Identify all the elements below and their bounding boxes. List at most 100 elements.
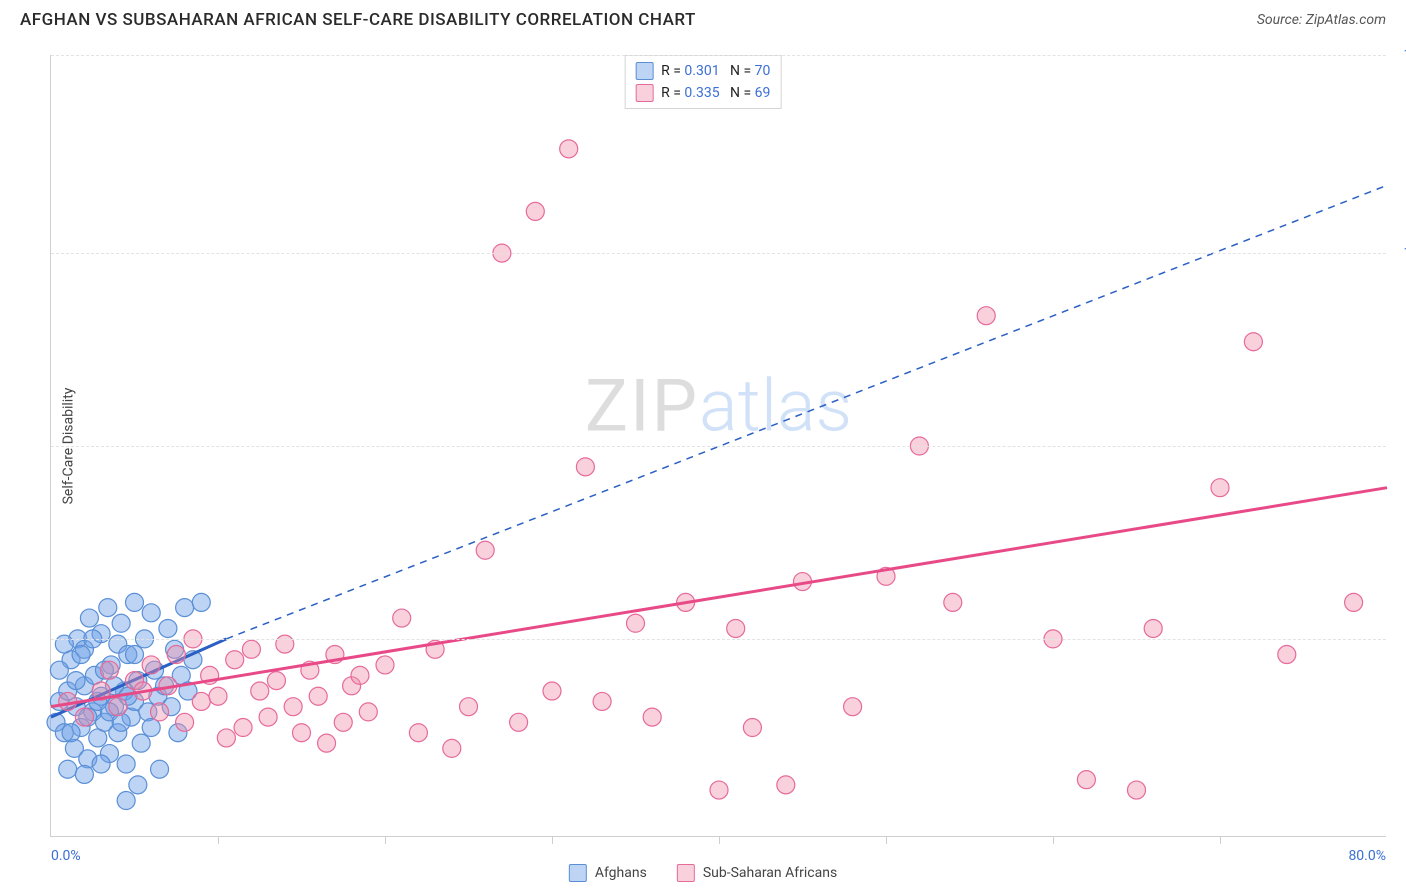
data-point (359, 703, 377, 721)
legend-label: Afghans (595, 865, 647, 881)
data-point (376, 656, 394, 674)
data-point (777, 776, 795, 794)
data-point (59, 760, 77, 778)
data-point (727, 619, 745, 637)
data-point (217, 729, 235, 747)
data-point (576, 458, 594, 476)
data-point (234, 719, 252, 737)
x-tick (218, 836, 219, 844)
data-point (1345, 593, 1363, 611)
data-point (1211, 479, 1229, 497)
data-point (142, 656, 160, 674)
data-point (944, 593, 962, 611)
legend-swatch (569, 864, 587, 882)
data-point (159, 619, 177, 637)
correlation-legend: R = 0.301 N = 70 R = 0.335 N = 69 (624, 55, 781, 109)
data-point (743, 719, 761, 737)
data-point (443, 739, 461, 757)
data-point (1278, 646, 1296, 664)
legend-item: Sub-Saharan Africans (677, 864, 837, 882)
legend-swatch (635, 84, 653, 102)
data-point (1244, 333, 1262, 351)
data-point (526, 202, 544, 220)
data-point (251, 682, 269, 700)
data-point (109, 698, 127, 716)
data-point (643, 708, 661, 726)
data-point (276, 635, 294, 653)
data-point (151, 703, 169, 721)
data-point (460, 698, 478, 716)
data-point (50, 661, 68, 679)
legend-stats: R = 0.301 N = 70 (661, 63, 770, 79)
data-point (267, 672, 285, 690)
data-point (75, 765, 93, 783)
gridline (51, 639, 1386, 640)
data-point (151, 760, 169, 778)
legend-row: R = 0.335 N = 69 (635, 82, 770, 104)
data-point (476, 541, 494, 559)
data-point (334, 713, 352, 731)
data-point (100, 661, 118, 679)
data-point (142, 604, 160, 622)
gridline (51, 253, 1386, 254)
data-point (844, 698, 862, 716)
data-point (977, 307, 995, 325)
data-point (560, 140, 578, 158)
legend-swatch (635, 62, 653, 80)
trend-line (51, 488, 1387, 707)
data-point (92, 755, 110, 773)
chart-plot-area: ZIPatlas R = 0.301 N = 70R = 0.335 N = 6… (50, 55, 1386, 837)
data-point (284, 698, 302, 716)
data-point (176, 599, 194, 617)
x-axis-min: 0.0% (51, 848, 81, 864)
data-point (309, 687, 327, 705)
series-legend: Afghans Sub-Saharan Africans (569, 864, 837, 882)
data-point (710, 781, 728, 799)
data-point (1077, 771, 1095, 789)
x-tick (385, 836, 386, 844)
gridline (51, 55, 1386, 56)
data-point (80, 609, 98, 627)
data-point (72, 646, 90, 664)
data-point (62, 724, 80, 742)
legend-swatch (677, 864, 695, 882)
legend-item: Afghans (569, 864, 647, 882)
data-point (293, 724, 311, 742)
data-point (112, 614, 130, 632)
data-point (112, 713, 130, 731)
data-point (627, 614, 645, 632)
data-point (543, 682, 561, 700)
data-point (318, 734, 336, 752)
data-point (226, 651, 244, 669)
legend-row: R = 0.301 N = 70 (635, 60, 770, 82)
data-point (129, 776, 147, 794)
data-point (55, 635, 73, 653)
x-axis-max: 80.0% (1348, 848, 1386, 864)
data-point (259, 708, 277, 726)
x-tick (719, 836, 720, 844)
gridline (51, 446, 1386, 447)
data-point (409, 724, 427, 742)
data-point (351, 666, 369, 684)
x-tick (552, 836, 553, 844)
data-point (593, 692, 611, 710)
data-point (117, 755, 135, 773)
data-point (510, 713, 528, 731)
data-point (75, 708, 93, 726)
source-citation: Source: ZipAtlas.com (1257, 12, 1386, 28)
x-tick (1053, 836, 1054, 844)
data-point (1144, 619, 1162, 637)
data-point (393, 609, 411, 627)
data-point (209, 687, 227, 705)
data-point (242, 640, 260, 658)
data-point (117, 792, 135, 810)
x-tick (1220, 836, 1221, 844)
data-point (126, 646, 144, 664)
legend-stats: R = 0.335 N = 69 (661, 85, 770, 101)
chart-title: AFGHAN VS SUBSAHARAN AFRICAN SELF-CARE D… (20, 10, 696, 30)
data-point (167, 646, 185, 664)
data-point (99, 599, 117, 617)
data-point (192, 593, 210, 611)
legend-label: Sub-Saharan Africans (703, 865, 837, 881)
y-axis-label: Self-Care Disability (60, 388, 76, 505)
